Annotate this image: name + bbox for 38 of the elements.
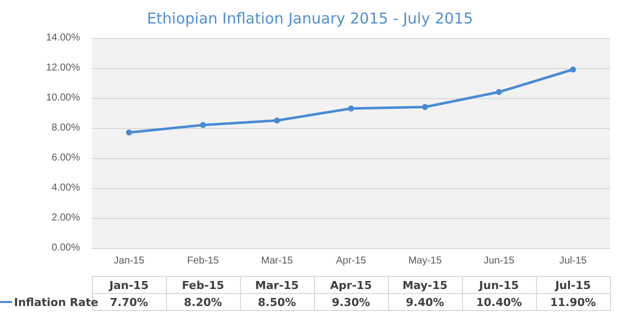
category-label: Feb-15 [182, 278, 224, 292]
category-label: Jul-15 [555, 278, 591, 292]
point [274, 118, 280, 124]
x-tick-label: Feb-15 [187, 256, 220, 266]
x-tick-label: May-15 [408, 256, 442, 266]
x-tick-label: Mar-15 [261, 256, 294, 266]
data-label: 9.40% [388, 294, 462, 310]
y-tick-label: 8.00% [52, 122, 80, 134]
category-label: Mar-15 [255, 278, 299, 292]
y-tick-label: 6.00% [52, 152, 80, 164]
x-tick-label: Apr-15 [336, 256, 366, 266]
y-tick-label: 2.00% [52, 212, 80, 224]
legend-label: Inflation Rate [14, 296, 98, 308]
point [348, 106, 354, 112]
data-label: 9.30% [314, 294, 388, 310]
y-tick-label: 10.00% [46, 92, 80, 104]
point [200, 122, 206, 128]
point [422, 104, 428, 110]
x-tick-label: Jul-15 [559, 256, 588, 266]
point [570, 66, 576, 72]
category-label: May-15 [402, 278, 448, 292]
data-label: 8.20% [166, 294, 240, 310]
point [126, 130, 132, 136]
point [496, 89, 502, 95]
y-tick-label: 12.00% [46, 62, 80, 74]
y-tick-label: 0.00% [52, 242, 80, 254]
data-label: 10.40% [462, 294, 536, 310]
y-tick-label: 14.00% [46, 32, 80, 44]
y-tick-label: 4.00% [52, 182, 80, 194]
data-label: 8.50% [240, 294, 314, 310]
category-label: Jun-15 [479, 278, 519, 292]
category-label: Apr-15 [330, 278, 372, 292]
chart-title: Ethiopian Inflation January 2015 - July 2015 [146, 10, 474, 28]
x-tick-label: Jan-15 [114, 256, 145, 266]
x-tick-label: Jun-15 [484, 256, 515, 266]
data-label: 11.90% [536, 294, 610, 310]
category-label: Jan-15 [109, 278, 149, 292]
data-label: 7.70% [110, 296, 148, 308]
